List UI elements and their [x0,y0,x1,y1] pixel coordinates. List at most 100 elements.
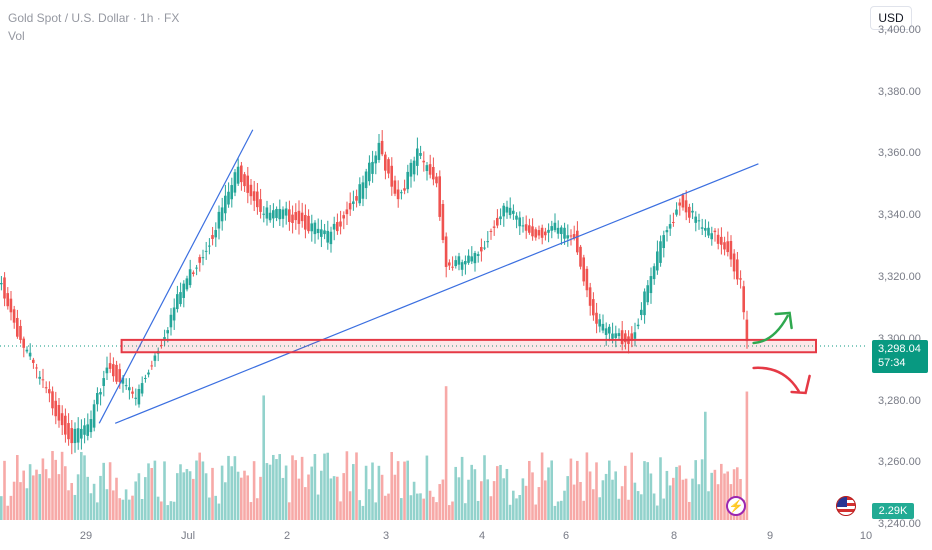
volume-bar [486,479,489,520]
volume-indicator-label[interactable]: Vol [8,29,25,43]
candle-body [448,262,451,266]
volume-bar [195,460,198,520]
candle-body [262,213,265,215]
candle-body [492,226,496,228]
volume-bar [723,473,726,520]
lightning-icon[interactable]: ⚡ [726,496,746,516]
volume-bar [464,503,467,520]
symbol-title[interactable]: Gold Spot / U.S. Dollar · 1h · FX [8,11,180,25]
candle-body [96,393,99,405]
candle-body [204,250,208,252]
volume-bar [12,481,16,520]
volume-bar [86,476,89,520]
candle-body [294,212,297,221]
candle-body [22,338,25,348]
candle-body [224,195,227,214]
volume-bar [320,470,323,520]
candle-body [304,215,307,230]
candle-body [720,236,723,245]
candle-body [227,191,230,205]
volume-bar [124,489,128,520]
candle-body [729,241,733,260]
volume-bar [96,502,99,520]
candle-body [406,171,409,190]
time-tick-label: 3 [382,530,390,542]
price-tick-label: 3,320.00 [878,271,921,284]
bullish-arrowhead [774,311,793,330]
candle-body [134,397,137,399]
candle-body [313,222,317,235]
candle-body [601,323,605,331]
volume-bar [579,481,582,520]
candle-body [300,212,304,222]
volume-bar [131,495,134,520]
volume-bar [528,460,531,520]
candle-body [390,165,393,187]
us-flag-icon[interactable] [836,496,856,516]
volume-bar [198,452,201,520]
candle-body [662,235,665,249]
candle-body [105,367,109,374]
volume-bar [524,485,528,520]
candle-body [48,389,51,394]
volume-bar [364,465,368,520]
volume-bar [70,483,73,520]
candle-body [544,231,547,236]
bearish-arrow [752,366,800,393]
volume-bar [438,484,441,520]
candle-body [681,194,685,208]
candle-body [553,222,557,231]
currency-button[interactable]: USD [870,6,912,30]
candle-body [387,159,390,174]
candle-body [185,278,189,290]
volume-bar [284,465,288,520]
candle-body [80,428,83,439]
volume-bar [368,489,371,520]
volume-bar [134,481,137,520]
candle-body [323,230,326,235]
candle-body [700,227,704,229]
candle-body [153,355,157,361]
volume-bar [400,498,403,520]
candle-body [646,285,649,303]
volume-bar [169,501,173,520]
volume-bar [358,500,361,520]
candle-body [28,352,32,357]
candle-body [656,251,659,271]
candle-body [534,229,537,238]
volume-bar [441,479,445,520]
candle-body [41,379,45,381]
volume-bar [467,479,470,520]
candle-body [550,226,553,231]
candle-body [67,423,70,440]
volume-bar [217,503,221,520]
volume-bar [300,456,304,520]
volume-bar [262,395,265,520]
candle-body [620,330,624,345]
volume-bar [326,452,329,520]
candle-body [531,226,534,237]
candle-body [451,266,454,268]
candle-body [332,223,336,230]
candle-body [409,162,413,177]
candle-body [128,387,131,391]
candle-body [713,230,717,233]
volume-bar [732,469,736,520]
candle-body [243,174,246,187]
candle-body [348,203,352,210]
candle-body [281,209,285,219]
volume-bar [566,476,569,520]
volume-bar [275,459,278,520]
candle-body [512,210,515,214]
volume-bar [656,505,659,520]
candle-body [652,266,656,280]
candle-body [166,330,169,334]
volume-bar [473,469,477,520]
volume-bar [38,474,41,520]
volume-bar [102,462,105,520]
volume-bar [160,501,163,520]
candle-body [672,222,675,224]
candle-body [432,166,435,180]
candle-body [150,365,153,367]
